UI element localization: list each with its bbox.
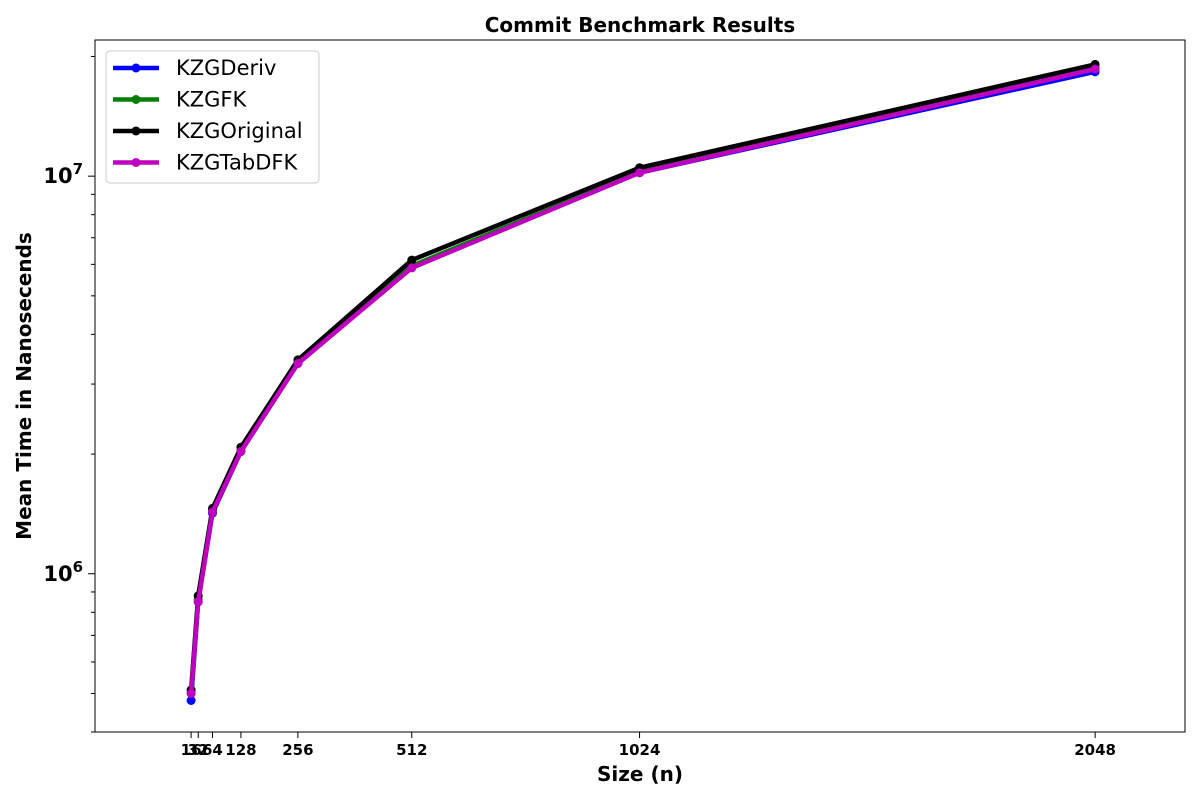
series-3-point-1 [193,597,203,607]
legend-marker-0 [131,63,141,73]
legend: KZGDeriv KZGFK KZGOriginal KZGTabDFK [105,50,320,184]
series-3-point-6 [635,168,645,178]
x-tick-label-6: 1024 [619,741,661,759]
series-3-point-7 [1090,64,1100,74]
series-3-point-4 [293,359,303,368]
series-3-point-5 [407,263,417,273]
x-tick-label-7: 2048 [1074,741,1116,759]
series-line-3 [188,66,1098,696]
chart-title: Commit Benchmark Results [485,13,796,37]
series-3-point-0 [186,689,196,698]
x-tick-label-4: 256 [282,741,313,759]
series-3-point-3 [236,447,246,456]
y-tick-label-1: 107 [43,160,83,188]
legend-marker-2 [131,126,141,136]
series-layer [186,59,1100,705]
x-axis-label: Size (n) [597,762,683,786]
y-axis-label: Mean Time in Nanosecends [12,232,36,540]
legend-label-3: KZGTabDFK [176,151,298,175]
legend-marker-1 [131,95,141,104]
x-tick-label-2: 64 [202,741,223,759]
y-tick-label-0: 106 [43,558,83,586]
series-0-point-0 [186,696,196,705]
y-axis-ticks: 106 107 [43,55,95,733]
legend-box [105,50,320,184]
x-tick-label-5: 512 [396,741,427,759]
x-tick-label-0: 16 [181,741,202,759]
legend-label-1: KZGFK [176,88,248,112]
series-2-point-5 [407,255,417,265]
legend-marker-3 [131,158,141,167]
legend-label-0: KZGDeriv [176,56,276,80]
legend-label-2: KZGOriginal [176,119,303,143]
series-3-point-2 [208,507,217,517]
x-tick-label-3: 128 [225,741,256,759]
x-tick-label-1: 32 [188,741,209,759]
